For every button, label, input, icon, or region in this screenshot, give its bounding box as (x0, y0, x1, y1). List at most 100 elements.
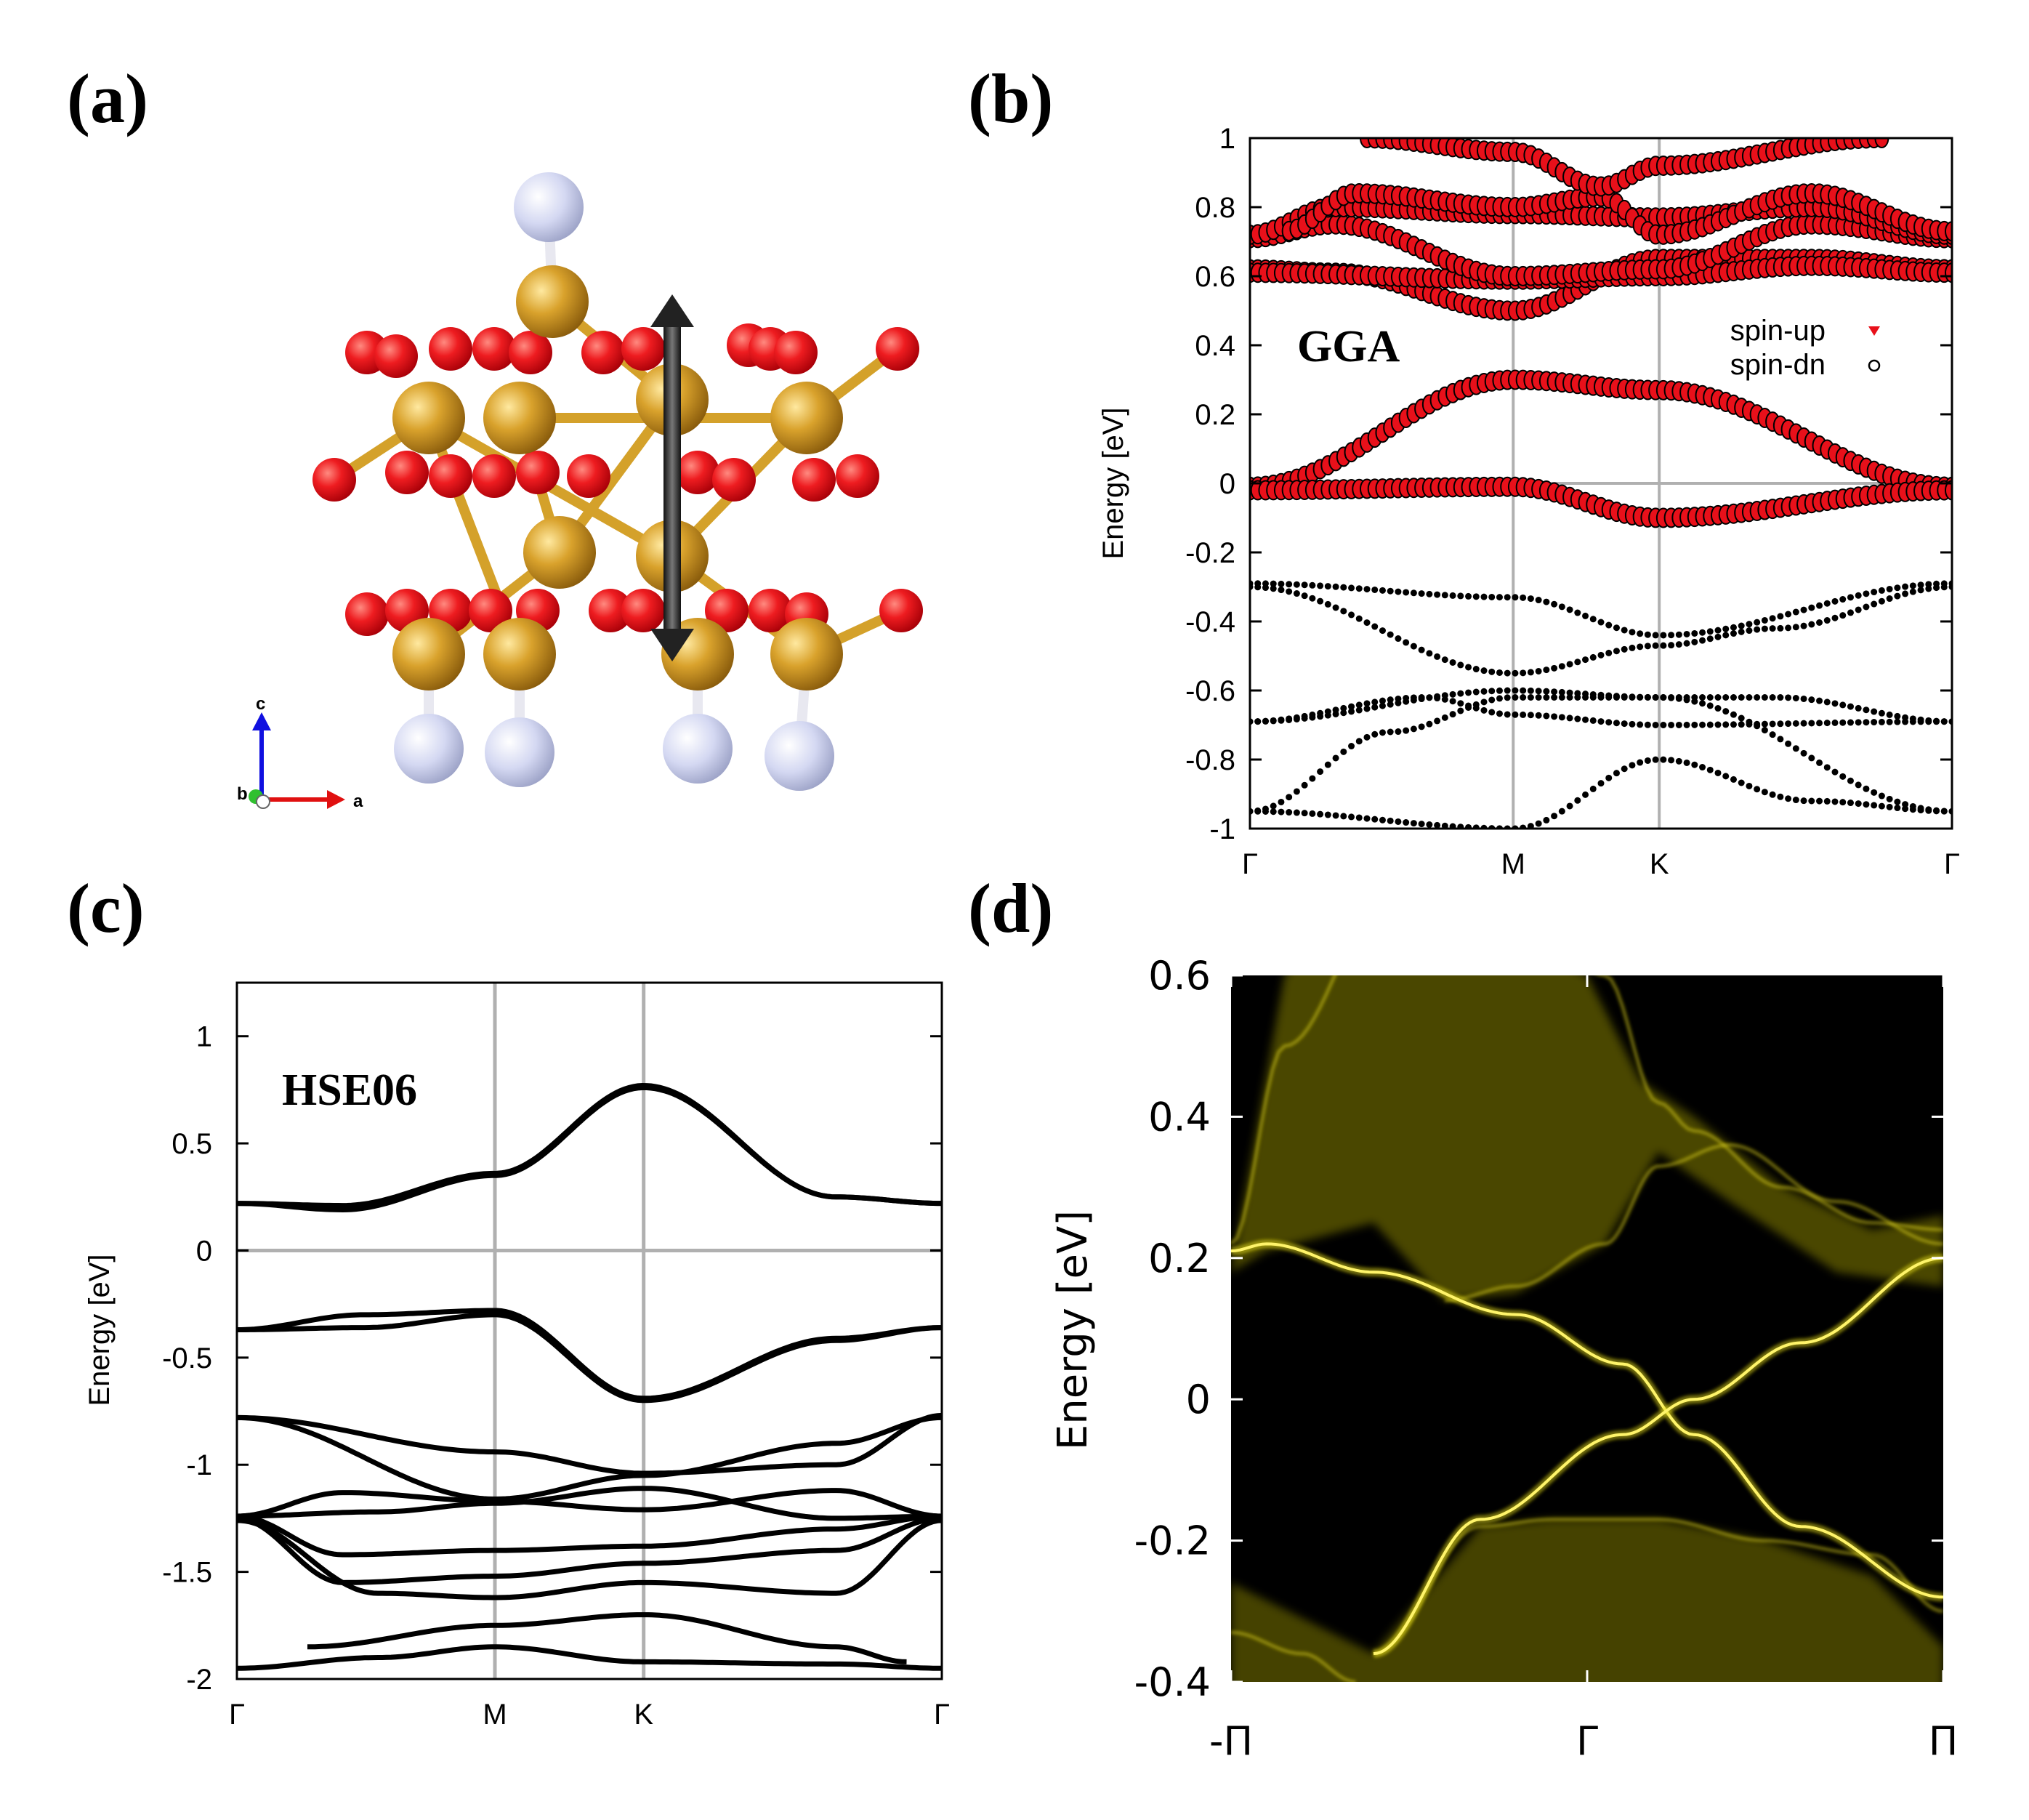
spin-dn-marker (1909, 588, 1916, 595)
spin-dn-marker (1886, 795, 1893, 802)
spin-dn-marker (1629, 720, 1636, 728)
edge1 (1231, 1242, 1943, 1599)
spin-dn-marker (1823, 764, 1831, 771)
spin-dn-marker (1699, 637, 1706, 644)
spin-dn-marker (1535, 694, 1542, 701)
spin-dn-marker (1706, 766, 1714, 773)
spin-dn-marker (1909, 718, 1916, 725)
plot-c-ytick-label: 0.5 (172, 1128, 212, 1160)
spin-dn-marker (1738, 779, 1745, 786)
spin-dn-marker (1527, 669, 1534, 676)
spin-dn-marker (1387, 728, 1394, 736)
spin-dn-marker (1683, 640, 1690, 647)
spin-dn-marker (1878, 718, 1885, 725)
spin-dn-marker (1605, 649, 1613, 656)
spin-dn-marker (1317, 810, 1324, 818)
spin-dn-marker (1878, 587, 1885, 594)
spin-dn-marker (1558, 663, 1565, 670)
spin-dn-marker (1863, 801, 1870, 808)
spin-dn-marker (1761, 789, 1768, 796)
spin-dn-marker (1722, 721, 1730, 728)
spin-dn-marker (1426, 720, 1433, 728)
spin-dn-marker (1644, 721, 1651, 728)
spin-dn-marker (1706, 628, 1714, 635)
spin-dn-marker (1504, 594, 1511, 601)
spin-dn-marker (1823, 797, 1831, 805)
spin-dn-marker (1434, 717, 1441, 725)
spin-dn-marker (1792, 624, 1799, 631)
spin-dn-marker (1589, 694, 1597, 701)
plot-d-ytick-label: -0.4 (1134, 1659, 1211, 1705)
plot-b-ytick-label: 0.4 (1195, 330, 1235, 362)
spin-dn-marker (1340, 608, 1347, 615)
plot-d-ylabel: Energy [eV] (1049, 1210, 1097, 1450)
spin-dn-marker (1777, 720, 1784, 728)
spin-dn-marker (1652, 756, 1659, 763)
spin-dn-marker (1418, 694, 1425, 701)
spin-dn-marker (1480, 706, 1488, 714)
spin-dn-marker (1512, 669, 1519, 677)
spin-dn-marker (1543, 694, 1550, 701)
oxygen-atom (345, 592, 389, 636)
spin-dn-marker (1332, 583, 1339, 590)
spin-dn-marker (1894, 584, 1901, 592)
spin-up-marker (1418, 245, 1426, 254)
spin-dn-marker (1410, 820, 1417, 827)
spin-dn-marker (1800, 720, 1807, 727)
band-v6 (237, 1486, 942, 1521)
spin-dn-marker (1527, 712, 1534, 719)
panel-label-b: (b) (968, 60, 1053, 137)
spin-dn-marker (1847, 703, 1854, 710)
spin-dn-marker (1262, 717, 1269, 725)
spin-dn-marker (1387, 587, 1394, 595)
spin-dn-marker (1792, 745, 1799, 752)
lattice-axes: c a b (237, 694, 363, 811)
spin-dn-marker (1355, 585, 1363, 592)
plot-c-ytick-label: 1 (196, 1021, 212, 1053)
spin-dn-marker (1395, 728, 1402, 736)
panel-label-d: (d) (968, 869, 1053, 947)
spin-dn-marker (1613, 624, 1620, 632)
plot-d-ytick-label: -0.2 (1134, 1518, 1211, 1564)
spin-dn-marker (1644, 757, 1651, 764)
band-v8 (237, 1515, 942, 1585)
spin-dn-marker (1917, 581, 1924, 589)
spin-dn-marker (1278, 716, 1285, 723)
spin-dn-marker (1644, 694, 1651, 701)
spin-dn-marker (1403, 639, 1410, 646)
spin-dn-marker (1754, 626, 1761, 633)
spin-dn-marker (1831, 614, 1839, 621)
spin-dn-marker (1348, 743, 1355, 750)
spin-dn-marker (1535, 667, 1542, 675)
plot-c-ytick-label: -1.5 (162, 1557, 212, 1589)
plot-b-xtick-label: M (1501, 848, 1525, 880)
spin-dn-marker (1520, 711, 1527, 718)
spin-dn-marker (1746, 782, 1753, 789)
spin-dn-marker (1754, 694, 1761, 701)
spin-dn-marker (1675, 757, 1682, 765)
spin-dn-marker (1940, 808, 1948, 815)
spin-dn-marker (1496, 687, 1503, 694)
spin-dn-marker (1668, 721, 1675, 728)
spin-dn-marker (1660, 721, 1667, 728)
spin-dn-marker (1800, 797, 1807, 805)
oxygen-atom (374, 334, 418, 378)
spin-dn-marker (1621, 765, 1628, 773)
spin-dn-marker (1441, 592, 1448, 599)
spin-dn-marker (1902, 718, 1909, 725)
spin-dn-marker (1371, 730, 1379, 738)
spin-dn-marker (1293, 590, 1300, 597)
spin-dn-marker (1309, 595, 1316, 602)
plot-d-xtick-label: Γ (1576, 1718, 1598, 1764)
spin-dn-marker (1520, 687, 1527, 694)
spin-dn-marker (1785, 720, 1792, 728)
spin-dn-marker (1909, 802, 1916, 810)
spin-dn-marker (1278, 580, 1285, 587)
spin-dn-marker (1754, 619, 1761, 626)
spin-dn-marker (1714, 633, 1722, 640)
spin-dn-marker (1348, 611, 1355, 619)
spin-dn-marker (1714, 769, 1722, 776)
spin-dn-marker (1332, 812, 1339, 819)
spin-dn-marker (1714, 694, 1722, 701)
spin-up-marker (1761, 414, 1769, 422)
